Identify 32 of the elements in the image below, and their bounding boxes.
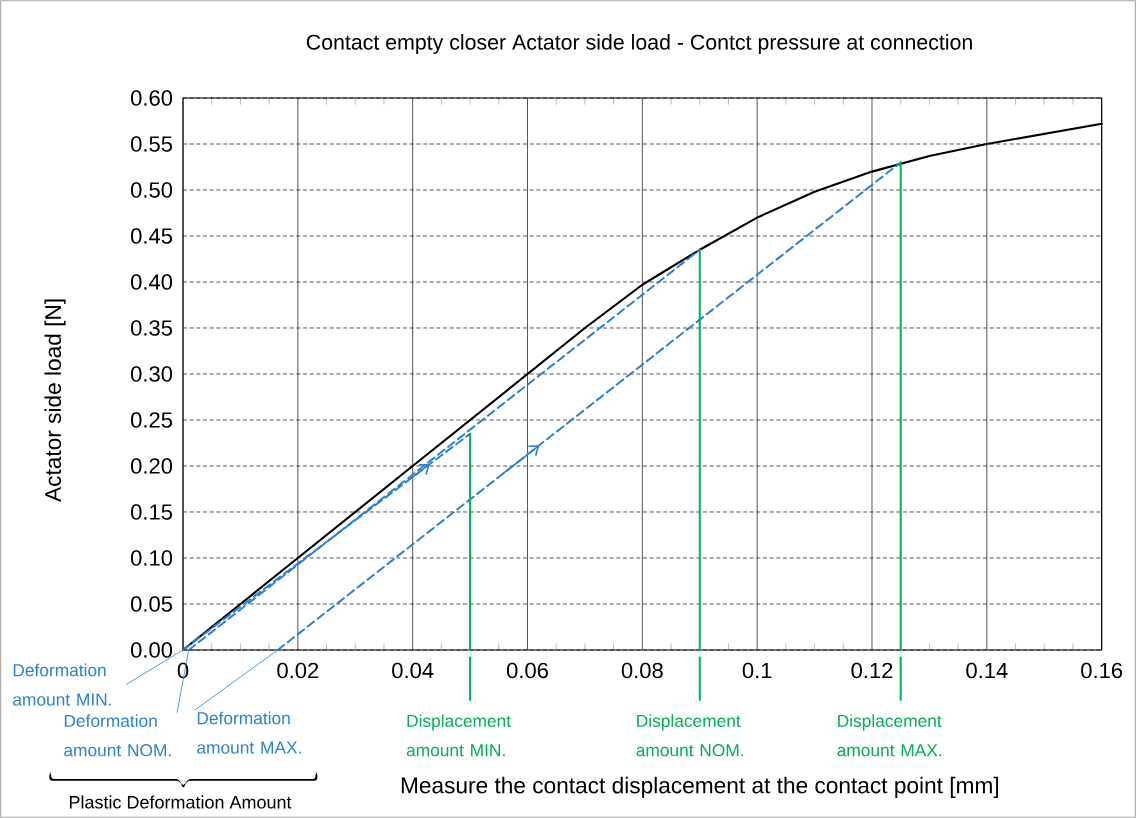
y-tick-label: 0.00 [131, 642, 173, 658]
y-tick-label: 0.55 [131, 136, 173, 152]
x-tick-label: 0.14 [966, 662, 1008, 679]
chart-title: Contact empty closer Actator side load - Contct pressure at connection [306, 34, 972, 54]
x-tick-label: 0.08 [621, 662, 663, 679]
y-tick-label: 0.20 [131, 458, 173, 474]
annotation: Displacement amount NOM. [636, 714, 744, 757]
y-tick-label: 0.10 [131, 550, 173, 566]
text: Plastic Deformation Amount [69, 795, 292, 809]
y-tick-label: 0.30 [131, 366, 173, 382]
x-tick-label: 0.04 [392, 662, 434, 679]
x-tick-label: 0.02 [277, 662, 319, 679]
x-tick-label: 0.16 [1081, 662, 1123, 679]
y-tick-label: 0.60 [131, 90, 173, 106]
y-tick-label: 0.15 [131, 504, 173, 520]
annotation: Displacement amount MAX. [837, 714, 942, 757]
annotation: Deformation amount MIN. [13, 663, 111, 706]
x-tick-label: 0.1 [742, 662, 772, 679]
x-tick-label: 0 [177, 662, 189, 679]
annotation: Deformation amount MAX. [197, 711, 301, 754]
x-tick-label: 0.12 [851, 662, 893, 679]
y-tick-label: 0.35 [131, 320, 173, 336]
y-tick-label: 0.45 [131, 228, 173, 244]
y-axis-title: Actator side load [N] [44, 299, 66, 502]
annotation: Deformation amount NOM. [64, 714, 171, 757]
x-axis-title: Measure the contact displacement at the contact point [mm] [401, 776, 999, 798]
annotation: Displacement amount MIN. [406, 714, 511, 757]
y-tick-label: 0.25 [131, 412, 173, 428]
y-tick-label: 0.50 [131, 182, 173, 198]
y-tick-label: 0.05 [131, 596, 173, 612]
y-tick-label: 0.40 [131, 274, 173, 290]
x-tick-label: 0.06 [506, 662, 548, 679]
